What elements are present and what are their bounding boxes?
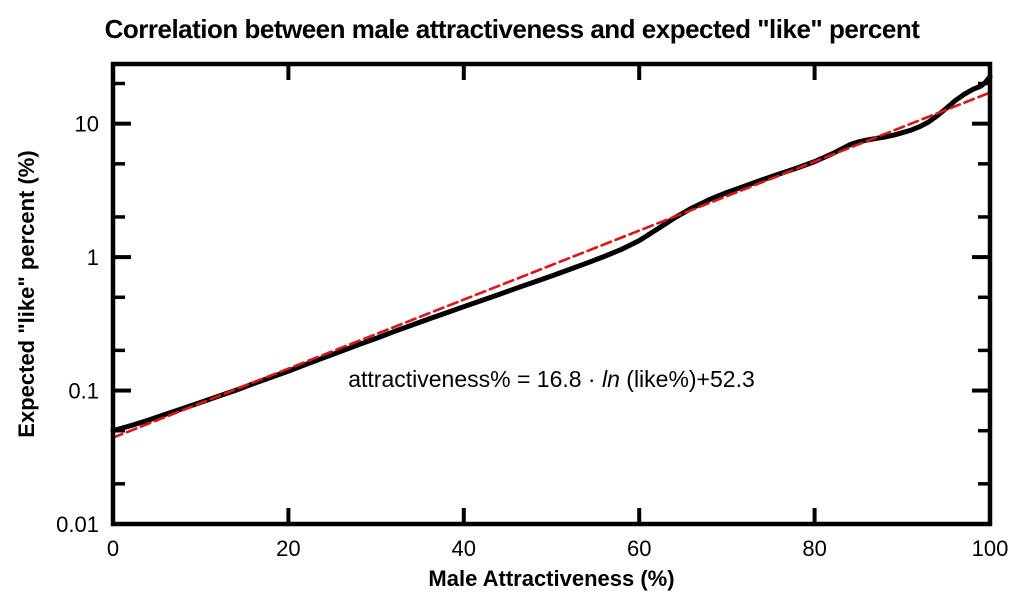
y-tick-label: 10	[75, 112, 99, 137]
x-tick-label: 40	[452, 536, 476, 561]
equation-ln-symbol: ln	[601, 366, 620, 392]
x-tick-label: 100	[972, 536, 1009, 561]
x-tick-label: 80	[802, 536, 826, 561]
equation-prefix: attractiveness% = 16.8 ·	[348, 366, 602, 392]
fit-equation-annotation: attractiveness% = 16.8 · ln (like%)+52.3	[113, 366, 990, 393]
plot-frame	[110, 61, 993, 527]
observed-like-percent	[110, 74, 993, 434]
x-tick-label: 60	[627, 536, 651, 561]
chart-title: Correlation between male attractiveness …	[104, 14, 920, 44]
x-axis-label: Male Attractiveness (%)	[428, 566, 675, 591]
equation-suffix: (like%)+52.3	[619, 366, 755, 392]
log-fit-line	[111, 91, 992, 439]
x-tick-label: 0	[107, 536, 119, 561]
y-tick-label: 0.1	[68, 379, 99, 404]
x-tick-label: 20	[276, 536, 300, 561]
y-tick-label: 1	[87, 245, 99, 270]
y-tick-label: 0.01	[56, 512, 99, 537]
